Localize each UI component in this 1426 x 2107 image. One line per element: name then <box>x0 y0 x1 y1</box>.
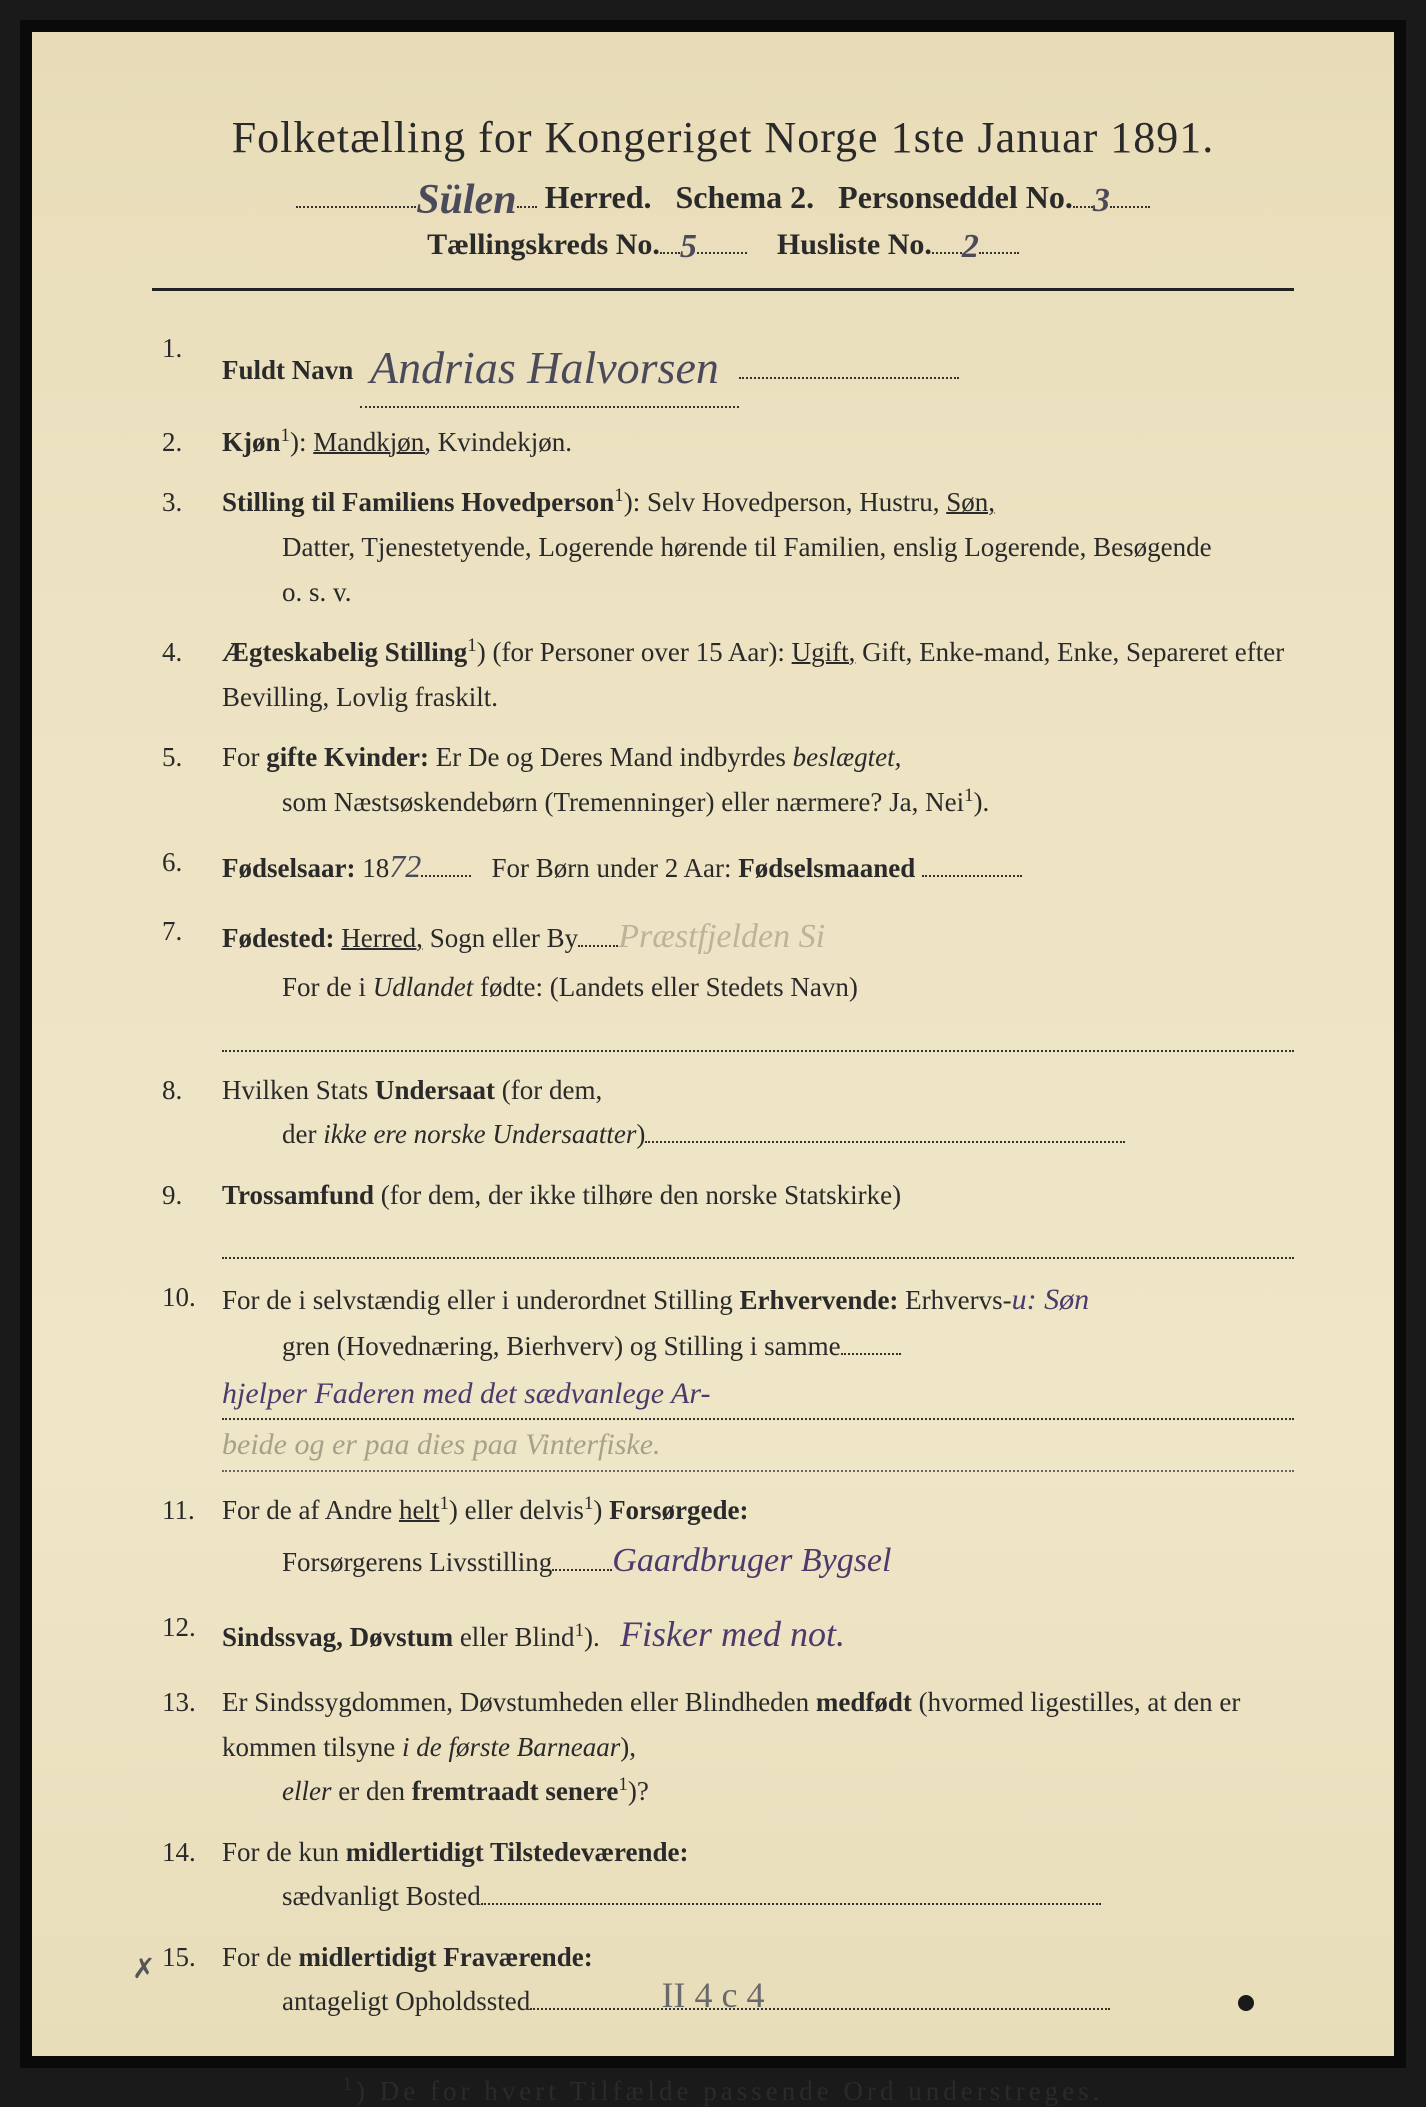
item-8: 8. Hvilken Stats Undersaat (for dem, der… <box>162 1068 1294 1157</box>
birthplace-handwritten: Præstfjelden Si <box>618 909 825 965</box>
item-6: 6. Fødselsaar: 1872 For Børn under 2 Aar… <box>162 840 1294 893</box>
item-11: 11. For de af Andre helt1) eller delvis1… <box>162 1488 1294 1589</box>
tl-no: 5 <box>680 228 697 266</box>
item-3: 3. Stilling til Familiens Hovedperson1):… <box>162 480 1294 614</box>
occupation-hw-1: u: Søn <box>1012 1283 1090 1316</box>
form-title: Folketælling for Kongeriget Norge 1ste J… <box>152 112 1294 163</box>
provider-hw: Gaardbruger Bygsel <box>612 1542 891 1579</box>
census-form-page: Folketælling for Kongeriget Norge 1ste J… <box>20 20 1406 2068</box>
occupation-hw-2: hjelper Faderen med det sædvanlege Ar- <box>222 1369 1294 1421</box>
corner-mark: ✗ <box>132 1952 155 1986</box>
item-7: 7. Fødested: Herred, Sogn eller ByPræstf… <box>162 909 1294 1051</box>
item-1: 1. Fuldt Navn Andrias Halvorsen <box>162 326 1294 404</box>
item-10: 10. For de i selvstændig eller i underor… <box>162 1275 1294 1472</box>
footnote: 1) De for hvert Tilfælde passende Ord un… <box>152 2074 1294 2107</box>
item-5: 5. For gifte Kvinder: Er De og Deres Man… <box>162 735 1294 824</box>
form-header: Folketælling for Kongeriget Norge 1ste J… <box>152 112 1294 263</box>
item-13: 13. Er Sindssygdommen, Døvstumheden elle… <box>162 1680 1294 1814</box>
occupation-hw-3: beide og er paa dies paa Vinterfiske. <box>222 1420 1294 1472</box>
form-items: 1. Fuldt Navn Andrias Halvorsen 2. Kjøn1… <box>152 326 1294 2024</box>
item-4: 4. Ægteskabelig Stilling1) (for Personer… <box>162 630 1294 719</box>
herred-handwritten: Sülen <box>416 176 516 224</box>
full-name-handwritten: Andrias Halvorsen <box>360 330 739 408</box>
ink-dot <box>1238 1995 1254 2011</box>
personseddel-no: 3 <box>1093 182 1110 220</box>
divider-line <box>152 288 1294 291</box>
header-line-2: Tællingskreds No.5 Husliste No.2 <box>152 225 1294 263</box>
item-14: 14. For de kun midlertidigt Tilstedevære… <box>162 1830 1294 1919</box>
hus-no: 2 <box>962 228 979 266</box>
header-line-1: Sülen Herred. Schema 2. Personseddel No.… <box>152 171 1294 219</box>
item-9: 9. Trossamfund (for dem, der ikke tilhør… <box>162 1173 1294 1259</box>
birthyear-handwritten: 72 <box>389 840 421 893</box>
bottom-annotation: II 4 c 4 <box>662 1974 765 2016</box>
disability-hw: Fisker med not. <box>620 1614 845 1654</box>
item-12: 12. Sindssvag, Døvstum eller Blind1). Fi… <box>162 1605 1294 1664</box>
item-2: 2. Kjøn1): Mandkjøn, Kvindekjøn. <box>162 420 1294 465</box>
